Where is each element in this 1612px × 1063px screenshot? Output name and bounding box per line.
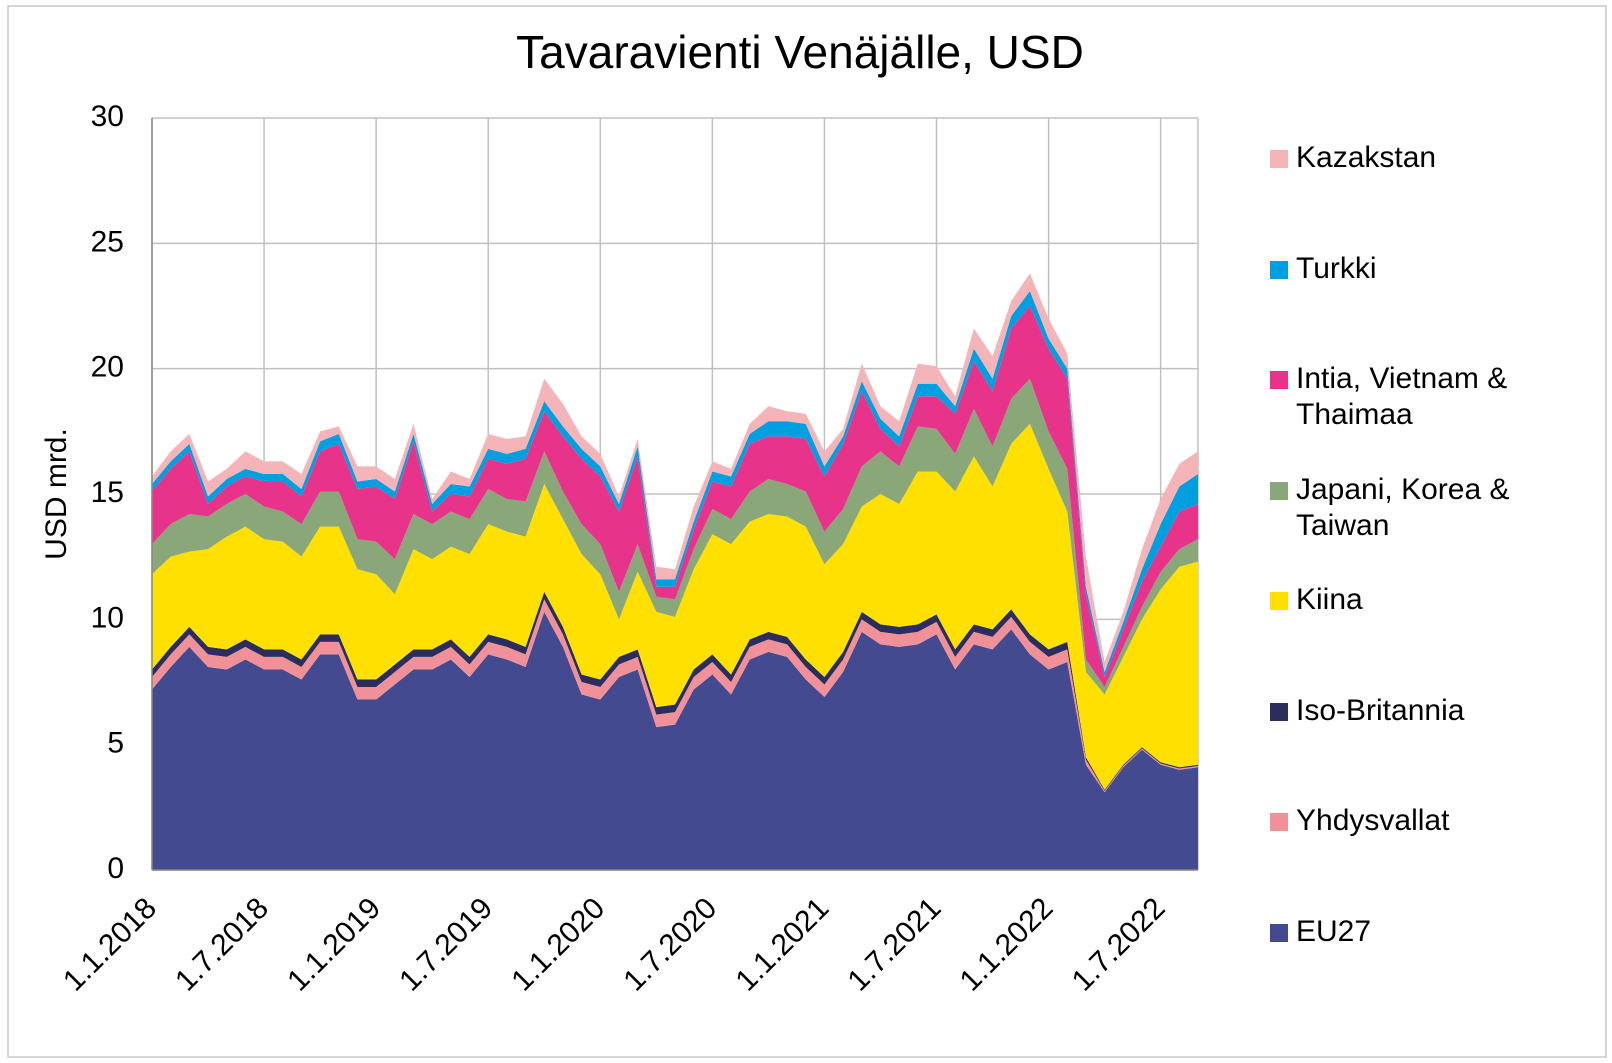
y-tick-label: 10 [91,601,124,634]
area [152,290,1198,677]
legend-swatch [1270,371,1288,389]
legend-swatch [1270,702,1288,721]
chart-title: Tavaravienti Venäjälle, USD [516,26,1084,78]
y-tick-label: 25 [91,225,124,258]
y-tick-label: 5 [107,727,124,760]
legend-item: Kazakstan [1270,140,1570,176]
legend-swatch [1270,481,1288,500]
area [152,423,1198,790]
legend-label: Turkki [1296,251,1377,285]
legend-label: Yhdysvallat [1296,804,1450,837]
area [152,599,1198,793]
area [152,306,1198,688]
legend-label: Japani, Korea & Taiwan [1296,472,1510,542]
y-axis-label: USD mrd. [40,428,73,560]
legend-item: EU27 [1270,914,1570,950]
y-tick-label: 0 [107,852,124,885]
y-tick-label: 15 [91,476,124,509]
legend-label: Kazakstan [1296,141,1437,174]
legend-swatch [1270,813,1288,831]
y-tick-label: 20 [91,351,124,384]
legend-swatch [1270,260,1288,279]
legend-item: Japani, Korea & Taiwan [1270,472,1570,544]
area [152,378,1198,695]
legend-label: Iso-Britannia [1296,693,1465,727]
area [152,611,1198,870]
area [152,591,1198,792]
legend-item: Kiina [1270,582,1570,618]
legend-item: Iso-Britannia [1270,693,1570,729]
area [152,273,1198,672]
legend-label: Intia, Vietnam & Thaimaa [1296,362,1508,431]
legend-item: Yhdysvallat [1270,803,1570,839]
legend-item: Intia, Vietnam & Thaimaa [1270,361,1570,433]
y-tick-label: 30 [91,100,124,133]
legend-label: Kiina [1296,583,1363,616]
legend-item: Turkki [1270,251,1570,287]
legend-swatch [1270,150,1288,168]
legend-label: EU27 [1296,914,1372,948]
legend-swatch [1270,923,1288,942]
legend-swatch [1270,592,1288,610]
